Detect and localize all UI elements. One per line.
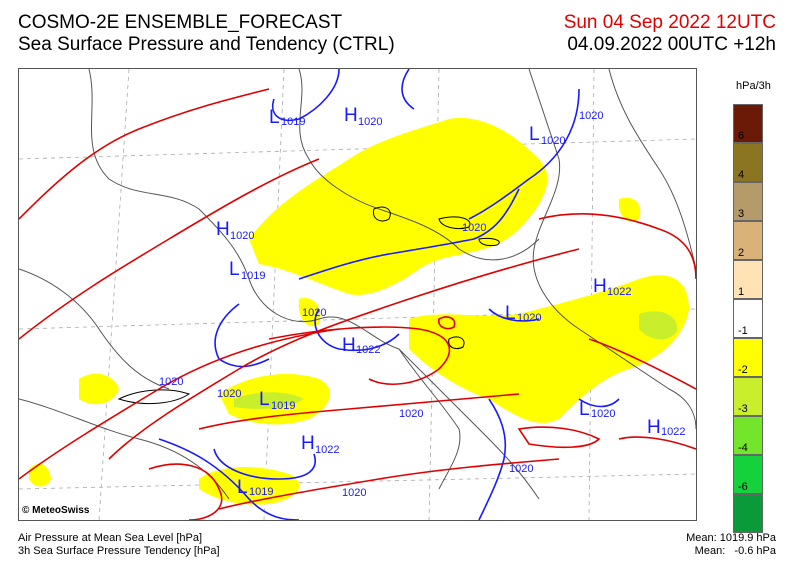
legend-swatch [733, 416, 763, 455]
chart-title: COSMO-2E ENSEMBLE_FORECAST Sea Surface P… [18, 12, 395, 56]
footer-description: Air Pressure at Mean Sea Level [hPa] 3h … [18, 532, 220, 558]
time-info: Sun 04 Sep 2022 12UTC 04.09.2022 00UTC +… [564, 12, 776, 56]
valid-time: Sun 04 Sep 2022 12UTC [563, 12, 776, 33]
legend-tick-label: 1 [738, 286, 745, 298]
center-label-h: H [216, 219, 230, 240]
title-line1: COSMO-2E ENSEMBLE_FORECAST [18, 12, 343, 33]
legend-tick-label: 6 [738, 130, 745, 142]
center-value: 1020 [517, 312, 541, 324]
lakes [117, 206, 500, 404]
legend-tick-label: -4 [738, 442, 748, 454]
legend-swatch [733, 104, 763, 143]
center-value: 1020 [358, 116, 382, 128]
center-label-l: L [579, 399, 590, 420]
map-panel: H 1020 L 1019 L 1020 H 1020 L 1019 L 102… [18, 68, 697, 521]
contour-label: 1020 [509, 463, 533, 475]
legend-tick-label: -1 [738, 325, 748, 337]
tendency-areas [29, 118, 689, 505]
legend-swatch [733, 221, 763, 260]
legend-swatch [733, 260, 763, 299]
legend-swatch [733, 377, 763, 416]
footer-line1: Air Pressure at Mean Sea Level [hPa] [18, 532, 203, 544]
center-label-l: L [269, 107, 280, 128]
center-value: 1019 [241, 270, 265, 282]
center-value: 1019 [271, 400, 295, 412]
center-label-h: H [344, 105, 358, 126]
legend-tick-label: 4 [738, 169, 745, 181]
center-value: 1020 [230, 230, 254, 242]
center-value: 1020 [541, 135, 565, 147]
isobars-blue [158, 69, 620, 520]
center-label-l: L [237, 477, 248, 498]
center-value: 1022 [607, 286, 631, 298]
legend-swatch [733, 143, 763, 182]
contour-label: 1020 [217, 388, 241, 400]
center-label-l: L [505, 303, 516, 324]
center-value: 1022 [315, 444, 339, 456]
contour-labels: 1020 1020 1020 1020 1020 1020 1020 1020 [159, 110, 603, 499]
contour-label: 1020 [579, 110, 603, 122]
legend-swatch [733, 338, 763, 377]
legend-swatch [733, 182, 763, 221]
legend-swatch [733, 455, 763, 494]
copyright: © MeteoSwiss [22, 505, 90, 516]
contour-label: 1020 [302, 307, 326, 319]
contour-label: 1020 [342, 487, 366, 499]
legend-tick-label: -6 [738, 481, 748, 493]
footer-line2: 3h Sea Surface Pressure Tendency [hPa] [18, 545, 220, 557]
borders [19, 69, 696, 500]
center-label-l: L [229, 259, 240, 280]
mean-tendency: Mean: -0.6 hPa [694, 545, 776, 557]
pressure-centers: H 1020 L 1019 L 1020 H 1020 L 1019 L 102… [216, 105, 685, 498]
contour-label: 1020 [399, 408, 423, 420]
tendency-areas-strong [234, 311, 678, 409]
legend-swatch [733, 494, 763, 533]
legend-tick-label: 2 [738, 247, 745, 259]
center-value: 1020 [591, 408, 615, 420]
center-label-h: H [593, 276, 607, 297]
legend-tick-label: 3 [738, 208, 745, 220]
center-label-h: H [301, 433, 315, 454]
legend-tick-label: -2 [738, 364, 748, 376]
tendency-isolines [19, 88, 696, 520]
contour-label: 1020 [159, 376, 183, 388]
legend-swatch [733, 299, 763, 338]
center-value: 1022 [661, 426, 685, 438]
center-label-h: H [342, 335, 356, 356]
center-label-l: L [529, 124, 540, 145]
center-value: 1019 [281, 116, 305, 128]
footer-stats: Mean: 1019.9 hPa Mean: -0.6 hPa [686, 532, 776, 558]
run-time: 04.09.2022 00UTC +12h [567, 34, 776, 55]
center-value: 1022 [356, 344, 380, 356]
contour-label: 1020 [462, 222, 486, 234]
center-label-l: L [259, 389, 270, 410]
legend-tick-label: -3 [738, 403, 748, 415]
legend-unit: hPa/3h [736, 80, 771, 92]
center-label-h: H [647, 417, 661, 438]
mean-pressure: Mean: 1019.9 hPa [686, 532, 776, 544]
center-value: 1019 [249, 486, 273, 498]
title-line2: Sea Surface Pressure and Tendency (CTRL) [18, 34, 395, 55]
map-canvas: H 1020 L 1019 L 1020 H 1020 L 1019 L 102… [19, 69, 696, 520]
